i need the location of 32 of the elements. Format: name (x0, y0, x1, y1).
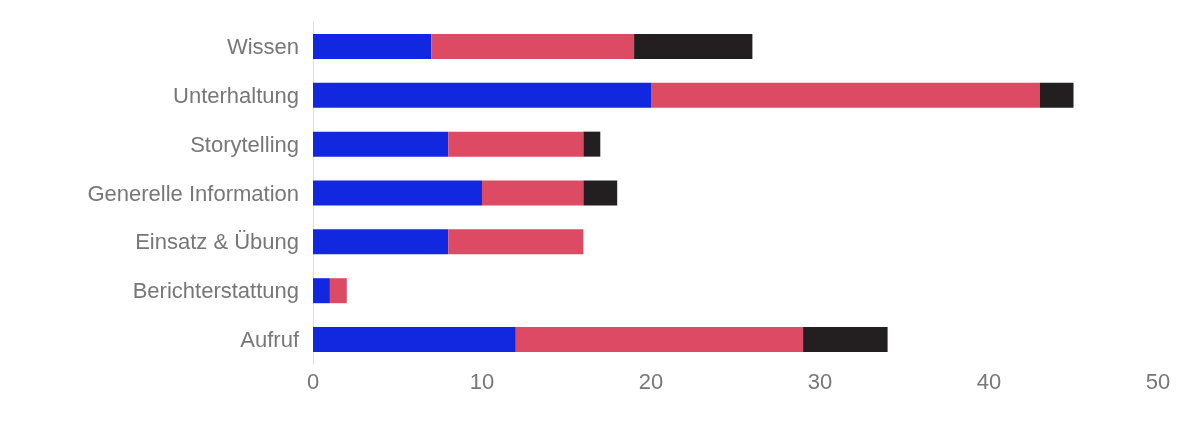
x-tick-label: 20 (638, 368, 664, 394)
bar (634, 33, 753, 59)
bar (1039, 82, 1074, 108)
x-tick-label: 10 (469, 368, 495, 394)
y-tick-label: Wissen (226, 33, 299, 59)
bar (583, 131, 601, 157)
bar (448, 131, 584, 157)
bar (651, 82, 1040, 108)
x-tick-label: 40 (976, 368, 1002, 394)
y-tick-label: Aufruf (240, 327, 300, 353)
bar (515, 327, 804, 353)
bar (313, 33, 432, 59)
bar (313, 131, 449, 157)
x-tick-label: 0 (306, 368, 320, 394)
bar (803, 327, 888, 353)
y-tick-label: Unterhaltung (173, 82, 299, 108)
bar (313, 82, 651, 108)
bar (313, 278, 330, 304)
x-tick-label: 50 (1145, 368, 1171, 394)
x-tick-label: 30 (807, 368, 833, 394)
bar (313, 229, 449, 255)
y-tick-label: Berichterstattung (132, 278, 299, 304)
y-tick-label: Einsatz & Übung (135, 229, 299, 255)
bar (313, 327, 516, 353)
bar (329, 278, 347, 304)
bar (448, 229, 584, 255)
bar (431, 33, 635, 59)
bar (583, 180, 618, 206)
bar (482, 180, 584, 206)
bar (313, 180, 482, 206)
y-tick-label: Generelle Information (87, 180, 299, 206)
y-tick-label: Storytelling (190, 131, 299, 157)
